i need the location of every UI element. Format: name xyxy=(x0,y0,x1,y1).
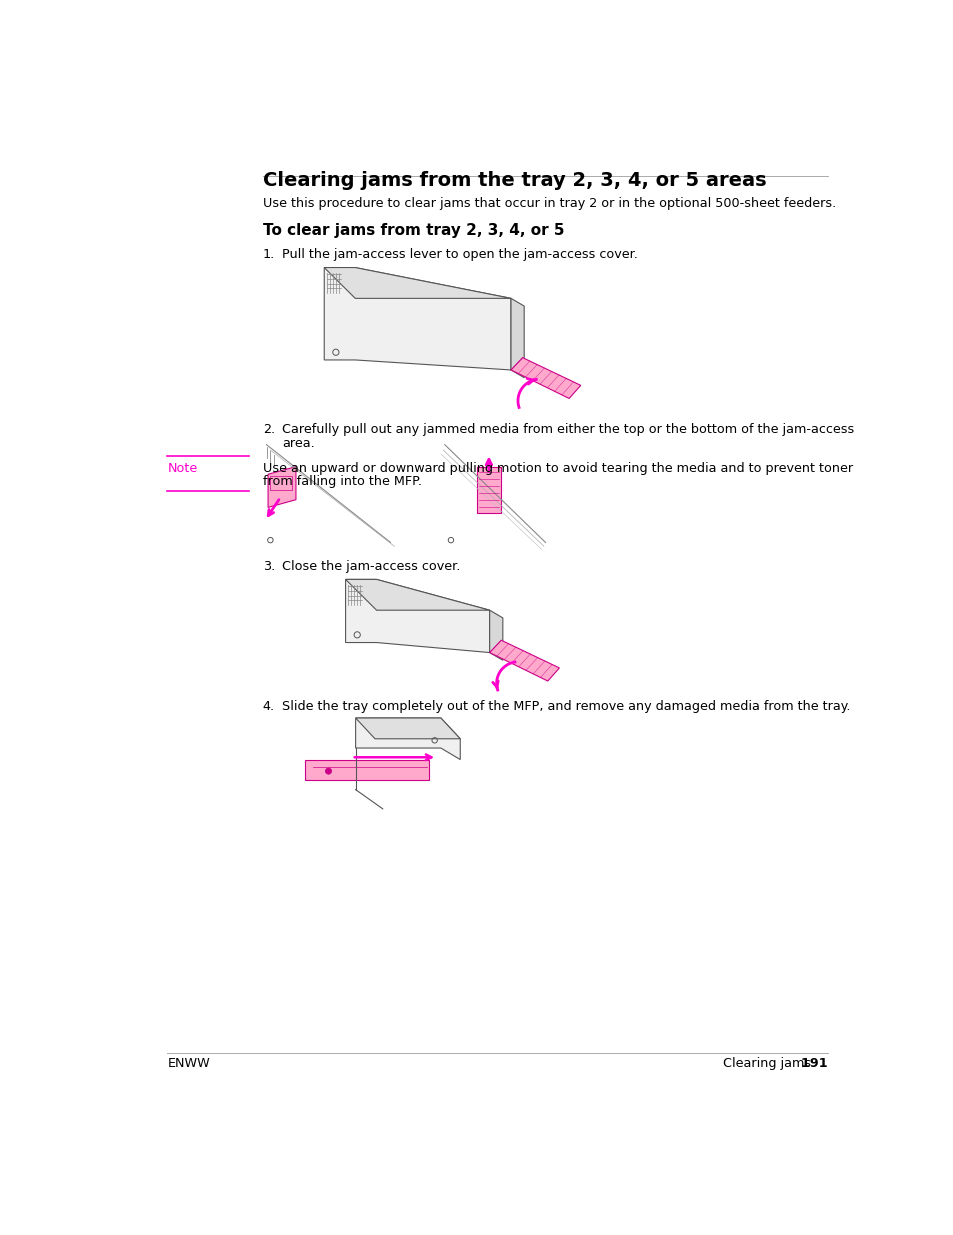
Text: Use this procedure to clear jams that occur in tray 2 or in the optional 500-she: Use this procedure to clear jams that oc… xyxy=(262,196,835,210)
Text: Slide the tray completely out of the MFP, and remove any damaged media from the : Slide the tray completely out of the MFP… xyxy=(282,700,850,714)
Polygon shape xyxy=(345,579,489,652)
Text: 4.: 4. xyxy=(262,700,274,714)
Text: Clearing jams: Clearing jams xyxy=(722,1057,827,1070)
Polygon shape xyxy=(355,718,459,739)
Polygon shape xyxy=(511,299,523,378)
Text: from falling into the MFP.: from falling into the MFP. xyxy=(262,475,421,489)
Text: 191: 191 xyxy=(782,1057,827,1070)
Text: area.: area. xyxy=(282,437,314,450)
Text: Pull the jam-access lever to open the jam-access cover.: Pull the jam-access lever to open the ja… xyxy=(282,248,638,262)
Polygon shape xyxy=(305,760,429,781)
Text: 2.: 2. xyxy=(262,424,274,436)
Text: Note: Note xyxy=(167,462,197,474)
Polygon shape xyxy=(511,358,580,399)
Text: Carefully pull out any jammed media from either the top or the bottom of the jam: Carefully pull out any jammed media from… xyxy=(282,424,853,436)
Circle shape xyxy=(325,768,332,774)
Text: Clearing jams from the tray 2, 3, 4, or 5 areas: Clearing jams from the tray 2, 3, 4, or … xyxy=(262,172,765,190)
Polygon shape xyxy=(476,467,500,513)
Polygon shape xyxy=(345,579,489,610)
Polygon shape xyxy=(268,467,295,508)
Text: 1.: 1. xyxy=(262,248,274,262)
Polygon shape xyxy=(324,268,511,370)
Bar xyxy=(270,475,292,490)
Text: ENWW: ENWW xyxy=(167,1057,210,1070)
Text: To clear jams from tray 2, 3, 4, or 5: To clear jams from tray 2, 3, 4, or 5 xyxy=(262,222,563,238)
Text: 3.: 3. xyxy=(262,561,274,573)
Polygon shape xyxy=(489,610,502,661)
Polygon shape xyxy=(489,640,558,680)
Text: Close the jam-access cover.: Close the jam-access cover. xyxy=(282,561,460,573)
Polygon shape xyxy=(355,718,459,760)
Polygon shape xyxy=(324,268,511,299)
Text: Use an upward or downward pulling motion to avoid tearing the media and to preve: Use an upward or downward pulling motion… xyxy=(262,462,852,474)
